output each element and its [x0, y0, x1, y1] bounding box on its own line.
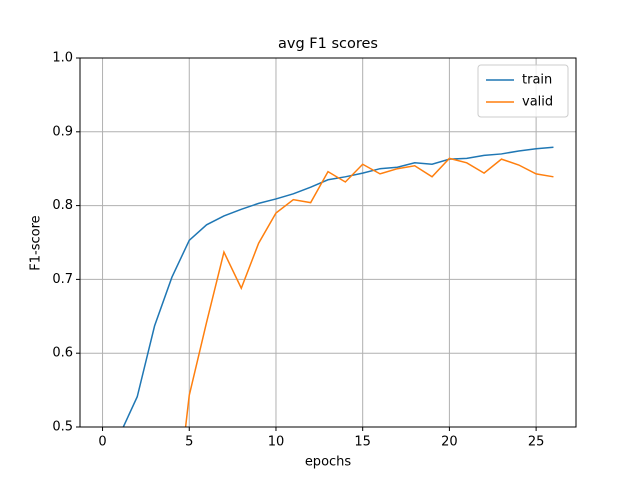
- chart-title: avg F1 scores: [278, 36, 378, 52]
- line-series: [184, 157, 554, 427]
- legend-label: valid: [522, 95, 553, 110]
- legend: train valid: [477, 64, 569, 118]
- legend-label: train: [522, 73, 552, 88]
- x-tick-label: 25: [528, 435, 545, 450]
- legend-box: [477, 64, 569, 118]
- x-tick-label: 5: [185, 435, 193, 450]
- y-tick-label: 0.7: [52, 272, 73, 287]
- x-tick-label: 15: [354, 435, 371, 450]
- y-tick-label: 0.8: [52, 198, 73, 213]
- x-axis-label: epochs: [305, 455, 352, 470]
- line-series: [122, 146, 554, 427]
- y-tick-label: 0.9: [52, 124, 73, 139]
- x-tick-label: 10: [268, 435, 285, 450]
- x-tick-label: 20: [441, 435, 458, 450]
- y-tick-label: 0.5: [52, 420, 73, 435]
- x-tick-label: 0: [98, 435, 106, 450]
- y-tick-label: 0.6: [52, 346, 73, 361]
- grid: [80, 57, 576, 428]
- y-axis-label: F1-score: [29, 215, 44, 270]
- y-tick-label: 1.0: [52, 51, 73, 66]
- plot-area: [122, 146, 554, 427]
- axes-frame: [79, 57, 577, 428]
